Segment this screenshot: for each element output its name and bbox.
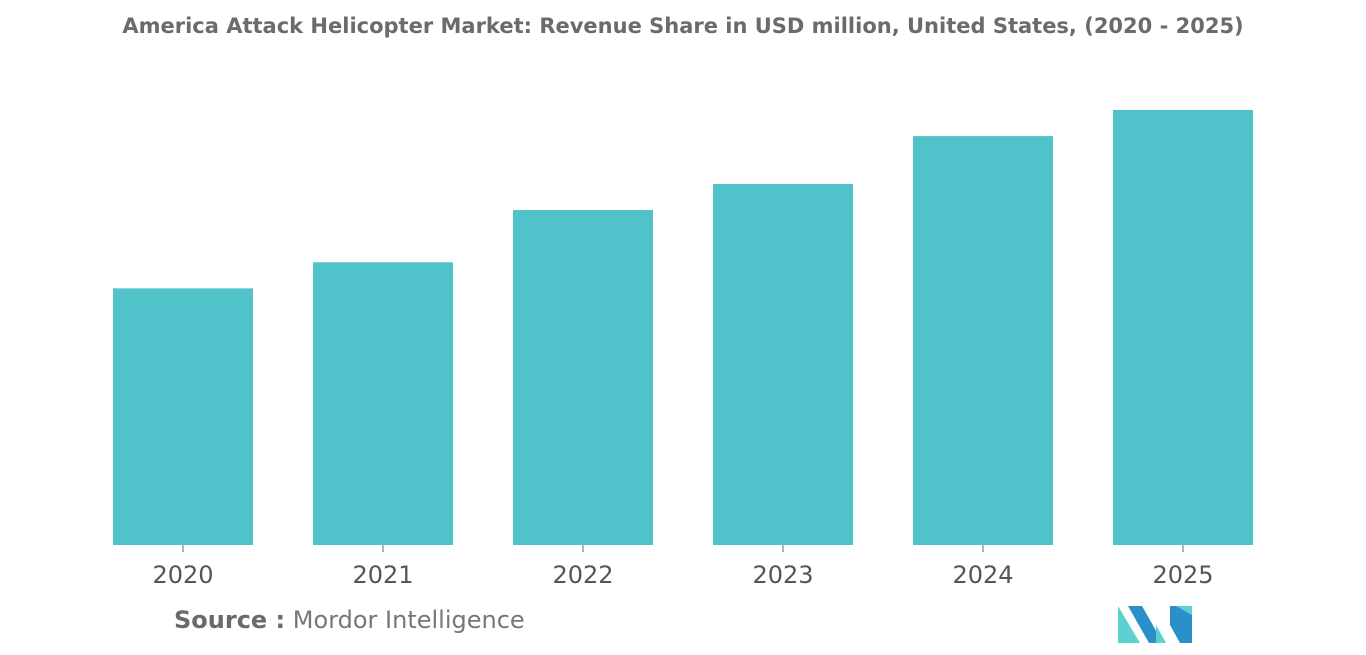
x-tick-label-2023: 2023 — [752, 561, 813, 589]
x-tick-label-2024: 2024 — [952, 561, 1013, 589]
x-tick-label-2022: 2022 — [552, 561, 613, 589]
bar-2025 — [1113, 110, 1253, 545]
bar-2023 — [713, 183, 853, 545]
source-text: Mordor Intelligence — [292, 606, 525, 634]
bar-2021 — [313, 262, 453, 545]
bar-2020 — [113, 288, 253, 545]
x-tick-label-2025: 2025 — [1152, 561, 1213, 589]
chart-title: America Attack Helicopter Market: Revenu… — [122, 14, 1244, 38]
source-note: Source : Mordor Intelligence — [174, 606, 525, 634]
x-ticks-group — [182, 545, 1184, 552]
source-label: Source : — [174, 606, 286, 634]
bar-2024 — [913, 136, 1053, 545]
bar-2022 — [513, 210, 653, 546]
bars-group — [113, 110, 1253, 546]
bar-chart: 2020 2021 2022 2023 2024 2025 — [113, 110, 1253, 589]
x-tick-labels-group: 2020 2021 2022 2023 2024 2025 — [152, 561, 1213, 589]
x-tick-label-2021: 2021 — [352, 561, 413, 589]
x-tick-label-2020: 2020 — [152, 561, 213, 589]
mordor-intelligence-logo-icon — [1118, 606, 1192, 643]
